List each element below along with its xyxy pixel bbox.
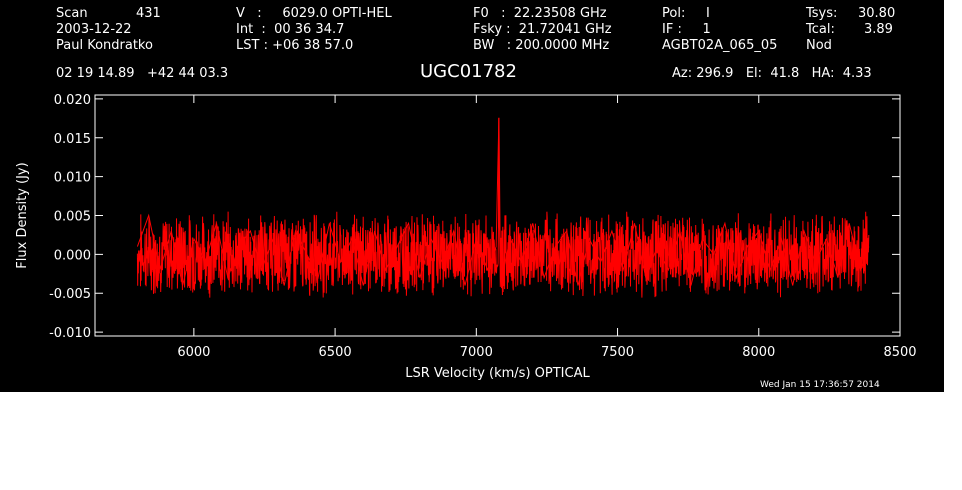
scan-number: 431 [136, 6, 161, 21]
x-tick-label: 7000 [460, 345, 493, 360]
x-tick-label: 8000 [742, 345, 775, 360]
if-number: IF : 1 [662, 22, 711, 37]
polarization: Pol: I [662, 6, 710, 21]
x-tick-label: 7500 [601, 345, 634, 360]
y-tick-label: 0.010 [54, 171, 91, 186]
y-tick-label: -0.010 [49, 326, 91, 341]
y-tick-label: 0.020 [54, 93, 91, 108]
bandwidth: BW : 200.0000 MHz [473, 38, 610, 53]
tsys-value: 30.80 [858, 6, 896, 21]
observer-name: Paul Kondratko [56, 38, 153, 53]
x-tick-label: 6000 [177, 345, 210, 360]
noise-trace [136, 117, 870, 298]
sky-frequency: Fsky : 21.72041 GHz [473, 22, 612, 37]
source-name: UGC01782 [420, 61, 517, 82]
lst-readout: LST : +06 38 57.0 [236, 38, 354, 53]
scan-label: Scan [56, 6, 88, 21]
spectrum-plot-window: Scan 431 2003-12-22 Paul Kondratko V : 6… [0, 0, 944, 392]
pointing-readout: Az: 296.9 El: 41.8 HA: 4.33 [672, 66, 872, 81]
rest-frequency: F0 : 22.23508 GHz [473, 6, 607, 21]
observing-mode: Nod [806, 38, 832, 53]
y-tick-label: 0.005 [54, 210, 91, 225]
velocity-readout: V : 6029.0 OPTI-HEL [236, 6, 392, 21]
tsys-label: Tsys: [806, 6, 838, 21]
integration-time: Int : 00 36 34.7 [236, 22, 345, 37]
y-tick-label: 0.000 [54, 248, 91, 263]
y-tick-label: 0.015 [54, 132, 91, 147]
observation-date: 2003-12-22 [56, 22, 132, 37]
noise-band [136, 117, 870, 298]
project-id: AGBT02A_065_05 [662, 38, 778, 53]
tcal-label: Tcal: [806, 22, 835, 37]
source-coordinates: 02 19 14.89 +42 44 03.3 [56, 66, 229, 81]
plot-timestamp: Wed Jan 15 17:36:57 2014 [760, 380, 880, 390]
plot-frame [94, 94, 901, 337]
x-axis-label: LSR Velocity (km/s) OPTICAL [405, 366, 590, 381]
y-tick-label: -0.005 [49, 287, 91, 302]
y-axis-label: Flux Density (Jy) [15, 162, 30, 268]
tcal-value: 3.89 [864, 22, 893, 37]
spectrum-chart: 6000 6500 7000 7500 8000 8500 -0.010 -0.005 0.0… [15, 93, 917, 381]
x-tick-label: 6500 [319, 345, 352, 360]
x-tick-label: 8500 [883, 345, 916, 360]
